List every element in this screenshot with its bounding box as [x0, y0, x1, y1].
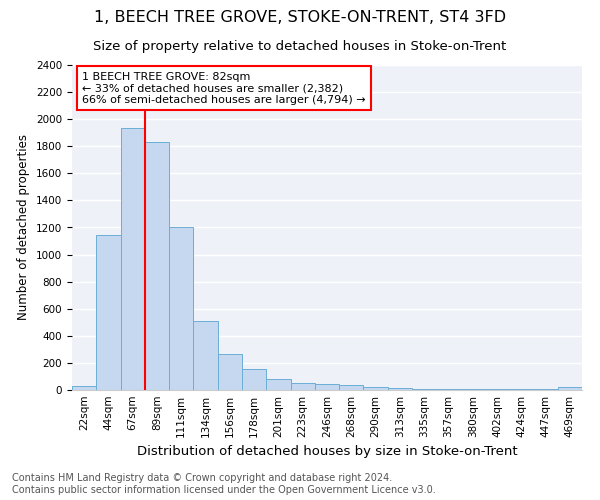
- Bar: [96, 235, 121, 390]
- Text: 1 BEECH TREE GROVE: 82sqm
← 33% of detached houses are smaller (2,382)
66% of se: 1 BEECH TREE GROVE: 82sqm ← 33% of detac…: [82, 72, 366, 104]
- Bar: [193, 321, 218, 390]
- Bar: [169, 228, 193, 390]
- Bar: [558, 388, 582, 390]
- X-axis label: Distribution of detached houses by size in Stoke-on-Trent: Distribution of detached houses by size …: [137, 446, 517, 458]
- Bar: [145, 142, 169, 390]
- Text: Size of property relative to detached houses in Stoke-on-Trent: Size of property relative to detached ho…: [94, 40, 506, 53]
- Bar: [242, 369, 266, 390]
- Bar: [72, 386, 96, 390]
- Bar: [388, 388, 412, 390]
- Bar: [339, 384, 364, 390]
- Bar: [315, 384, 339, 390]
- Bar: [266, 379, 290, 390]
- Bar: [218, 354, 242, 390]
- Text: 1, BEECH TREE GROVE, STOKE-ON-TRENT, ST4 3FD: 1, BEECH TREE GROVE, STOKE-ON-TRENT, ST4…: [94, 10, 506, 25]
- Y-axis label: Number of detached properties: Number of detached properties: [17, 134, 31, 320]
- Bar: [364, 388, 388, 390]
- Text: Contains HM Land Registry data © Crown copyright and database right 2024.
Contai: Contains HM Land Registry data © Crown c…: [12, 474, 436, 495]
- Bar: [290, 383, 315, 390]
- Bar: [121, 128, 145, 390]
